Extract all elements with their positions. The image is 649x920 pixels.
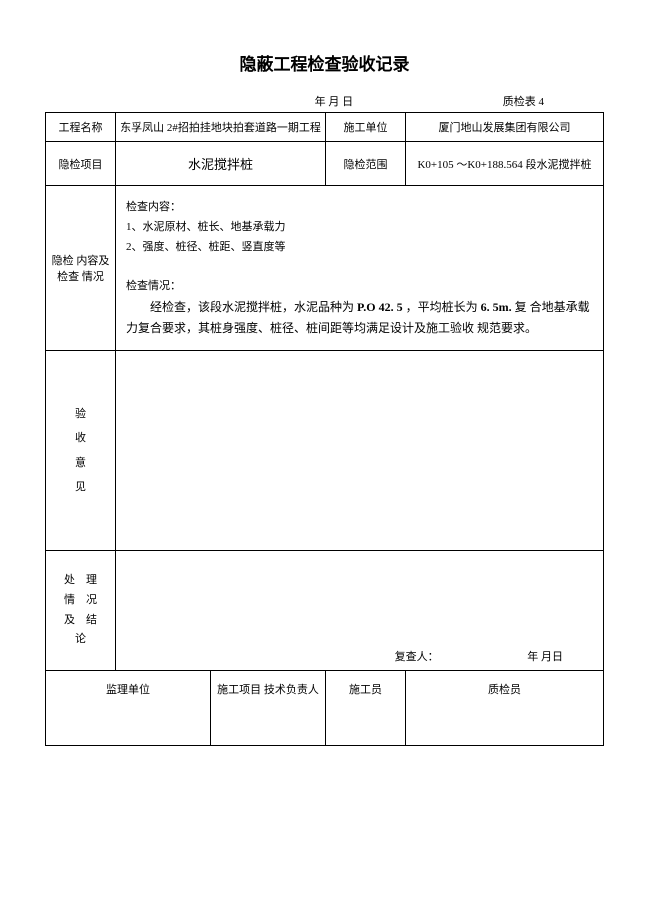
check-content-item-1: 1、水泥原材、桩长、地基承载力 bbox=[126, 218, 593, 238]
content-cell: 检查内容： 1、水泥原材、桩长、地基承载力 2、强度、桩径、桩距、竖直度等 检查… bbox=[116, 186, 604, 351]
hidden-range-label: 隐检范围 bbox=[326, 142, 406, 186]
signature-row: 监理单位 施工项目 技术负责人 施工员 质检员 bbox=[46, 671, 604, 746]
opinion-cell bbox=[116, 351, 604, 551]
check-content-block: 检查内容： 1、水泥原材、桩长、地基承载力 2、强度、桩径、桩距、竖直度等 bbox=[126, 198, 593, 257]
content-row: 隐检 内容及 检查 情况 检查内容： 1、水泥原材、桩长、地基承载力 2、强度、… bbox=[46, 186, 604, 351]
conclusion-label: 处 理 情 况 及 结 论 bbox=[46, 551, 116, 671]
conclusion-cell: 复查人： 年 月日 bbox=[116, 551, 604, 671]
construction-unit-label: 施工单位 bbox=[326, 113, 406, 142]
header-row: 年 月 日 质检表 4 bbox=[45, 93, 604, 109]
main-table: 工程名称 东孚凤山 2#招拍挂地块拍套道路一期工程 施工单位 厦门地山发展集团有… bbox=[45, 112, 604, 746]
document-title: 隐蔽工程检查验收记录 bbox=[45, 50, 604, 75]
hidden-item-row: 隐检项目 水泥搅拌桩 隐检范围 K0+105 ～K0+188.564 段水泥搅拌… bbox=[46, 142, 604, 186]
hidden-range-value: K0+105 ～K0+188.564 段水泥搅拌桩 bbox=[406, 142, 604, 186]
signature-constructor: 施工员 bbox=[326, 671, 406, 746]
opinion-row: 验 收 意 见 bbox=[46, 351, 604, 551]
signature-inspector: 质检员 bbox=[406, 671, 604, 746]
check-situation-title: 检查情况： bbox=[126, 277, 593, 293]
construction-unit-value: 厦门地山发展集团有限公司 bbox=[406, 113, 604, 142]
check-content-title: 检查内容： bbox=[126, 198, 593, 218]
conclusion-footer: 复查人： 年 月日 bbox=[126, 648, 593, 664]
header-date: 年 月 日 bbox=[45, 93, 503, 109]
check-situation-block: 检查情况： 经检查，该段水泥搅拌桩，水泥品种为 P.O 42. 5 ，平均桩长为… bbox=[126, 277, 593, 338]
check-content-item-2: 2、强度、桩径、桩距、竖直度等 bbox=[126, 238, 593, 258]
header-form-number: 质检表 4 bbox=[503, 93, 604, 109]
conclusion-row: 处 理 情 况 及 结 论 复查人： 年 月日 bbox=[46, 551, 604, 671]
hidden-item-value: 水泥搅拌桩 bbox=[116, 142, 326, 186]
project-name-value: 东孚凤山 2#招拍挂地块拍套道路一期工程 bbox=[116, 113, 326, 142]
project-name-label: 工程名称 bbox=[46, 113, 116, 142]
hidden-item-label: 隐检项目 bbox=[46, 142, 116, 186]
signature-supervisor: 监理单位 bbox=[46, 671, 211, 746]
project-info-row: 工程名称 东孚凤山 2#招拍挂地块拍套道路一期工程 施工单位 厦门地山发展集团有… bbox=[46, 113, 604, 142]
opinion-label: 验 收 意 见 bbox=[46, 351, 116, 551]
signature-tech-lead: 施工项目 技术负责人 bbox=[211, 671, 326, 746]
reviewer-label: 复查人： bbox=[126, 648, 527, 664]
content-label: 隐检 内容及 检查 情况 bbox=[46, 186, 116, 351]
check-situation-text: 经检查，该段水泥搅拌桩，水泥品种为 P.O 42. 5 ，平均桩长为 6. 5m… bbox=[126, 297, 593, 338]
conclusion-date: 年 月日 bbox=[527, 648, 593, 664]
